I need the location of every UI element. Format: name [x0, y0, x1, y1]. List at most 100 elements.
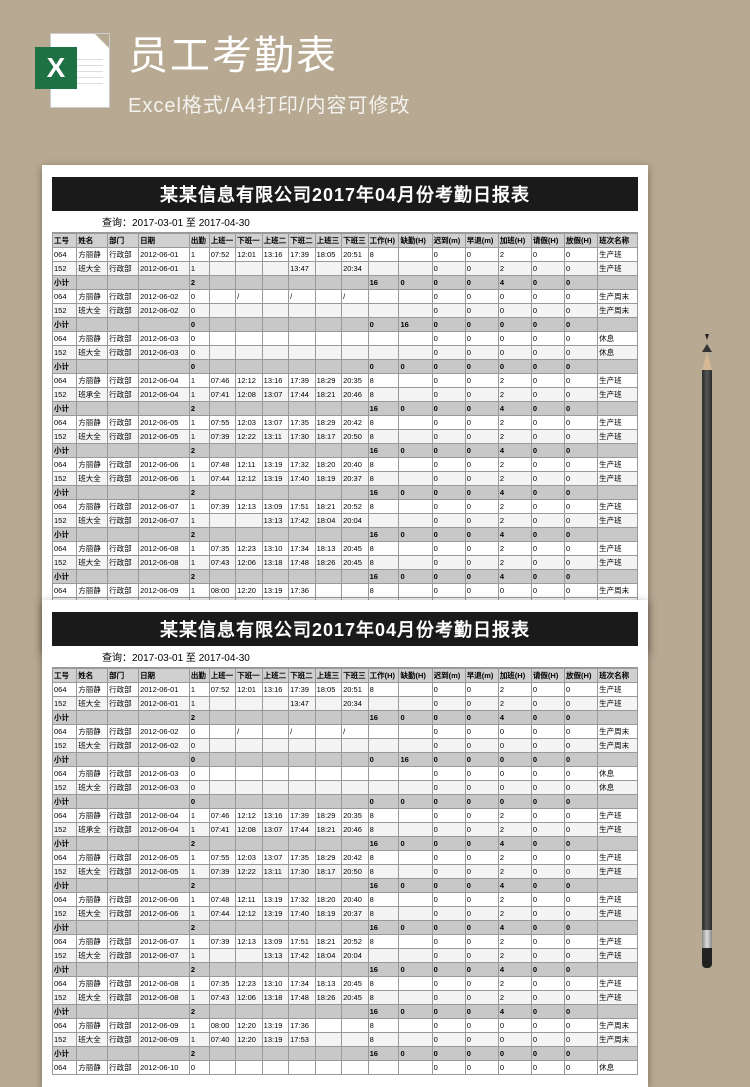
cell: 0 — [565, 500, 598, 514]
cell: 17:39 — [289, 683, 315, 697]
cell: 生产周末 — [598, 1033, 638, 1047]
cell: 0 — [531, 879, 564, 893]
cell — [399, 556, 432, 570]
cell: 0 — [189, 753, 209, 767]
cell — [209, 753, 235, 767]
cell: 生产周末 — [598, 1019, 638, 1033]
cell: 0 — [531, 907, 564, 921]
cell: 0 — [565, 360, 598, 374]
cell: 13:09 — [262, 935, 288, 949]
cell: 13:19 — [262, 907, 288, 921]
cell: 152 — [53, 556, 77, 570]
cell: 行政部 — [108, 697, 139, 711]
subtotal-row: 小计001600000 — [53, 318, 638, 332]
cell: 2012-06-08 — [139, 977, 190, 991]
cell: 13:16 — [262, 683, 288, 697]
cell: 0 — [531, 977, 564, 991]
cell: 0 — [432, 388, 465, 402]
cell — [209, 767, 235, 781]
cell — [342, 767, 368, 781]
cell: 12:12 — [236, 374, 262, 388]
column-header: 下班一 — [236, 669, 262, 683]
cell: 152 — [53, 1033, 77, 1047]
cell: 0 — [531, 360, 564, 374]
cell: 0 — [565, 514, 598, 528]
cell — [315, 444, 341, 458]
cell: 0 — [531, 542, 564, 556]
cell: 1 — [189, 697, 209, 711]
cell: 20:35 — [342, 374, 368, 388]
cell: 方丽静 — [77, 332, 108, 346]
cell: 0 — [531, 697, 564, 711]
cell: 0 — [565, 1061, 598, 1075]
cell: 1 — [189, 823, 209, 837]
cell — [315, 402, 341, 416]
cell: 07:39 — [209, 430, 235, 444]
cell — [368, 949, 399, 963]
cell — [236, 318, 262, 332]
table-row: 152班承全行政部2012-06-04107:4112:0813:0717:44… — [53, 823, 638, 837]
cell: 16 — [368, 711, 399, 725]
cell: 20:45 — [342, 556, 368, 570]
cell: 0 — [189, 767, 209, 781]
cell — [399, 388, 432, 402]
table-row: 152班大全行政部2012-06-01113:4720:3400200生产班 — [53, 262, 638, 276]
cell: 行政部 — [108, 781, 139, 795]
cell: 0 — [531, 528, 564, 542]
cell — [368, 739, 399, 753]
cell: 16 — [368, 921, 399, 935]
cell: 小计 — [53, 921, 77, 935]
cell — [262, 318, 288, 332]
cell: 2 — [498, 865, 531, 879]
cell — [262, 879, 288, 893]
cell: 生产周末 — [598, 304, 638, 318]
cell — [139, 570, 190, 584]
cell: 13:16 — [262, 248, 288, 262]
cell: 8 — [368, 248, 399, 262]
cell — [209, 879, 235, 893]
cell: 班承全 — [77, 823, 108, 837]
cell — [399, 851, 432, 865]
cell — [236, 528, 262, 542]
cell: 0 — [399, 528, 432, 542]
cell: 18:13 — [315, 977, 341, 991]
cell — [236, 1005, 262, 1019]
cell — [108, 570, 139, 584]
cell: 0 — [565, 739, 598, 753]
cell — [236, 1061, 262, 1075]
cell: 20:35 — [342, 809, 368, 823]
cell: 0 — [565, 711, 598, 725]
cell: 0 — [531, 893, 564, 907]
cell: 1 — [189, 949, 209, 963]
cell: 4 — [498, 921, 531, 935]
cell: 0 — [432, 739, 465, 753]
cell — [598, 444, 638, 458]
cell: 152 — [53, 346, 77, 360]
cell: 0 — [565, 921, 598, 935]
cell — [342, 276, 368, 290]
cell: 07:35 — [209, 542, 235, 556]
cell: 0 — [565, 458, 598, 472]
query-range: 查询：2017-03-01 至 2017-04-30 — [52, 211, 638, 233]
table-row: 064方丽静行政部2012-06-05107:5512:0313:0717:35… — [53, 416, 638, 430]
cell — [289, 346, 315, 360]
cell — [236, 697, 262, 711]
subtotal-row: 小计216000400 — [53, 921, 638, 935]
cell: 8 — [368, 430, 399, 444]
cell: 0 — [465, 584, 498, 598]
cell: 18:21 — [315, 500, 341, 514]
cell: 8 — [368, 542, 399, 556]
cell: 18:13 — [315, 542, 341, 556]
cell: 生产班 — [598, 472, 638, 486]
cell: 20:52 — [342, 935, 368, 949]
cell: 0 — [465, 304, 498, 318]
cell — [399, 739, 432, 753]
cell — [399, 1019, 432, 1033]
cell: 小计 — [53, 360, 77, 374]
subtotal-row: 小计216000400 — [53, 1005, 638, 1019]
cell: 8 — [368, 500, 399, 514]
cell — [598, 402, 638, 416]
cell — [315, 262, 341, 276]
cell: 0 — [432, 683, 465, 697]
cell — [236, 304, 262, 318]
